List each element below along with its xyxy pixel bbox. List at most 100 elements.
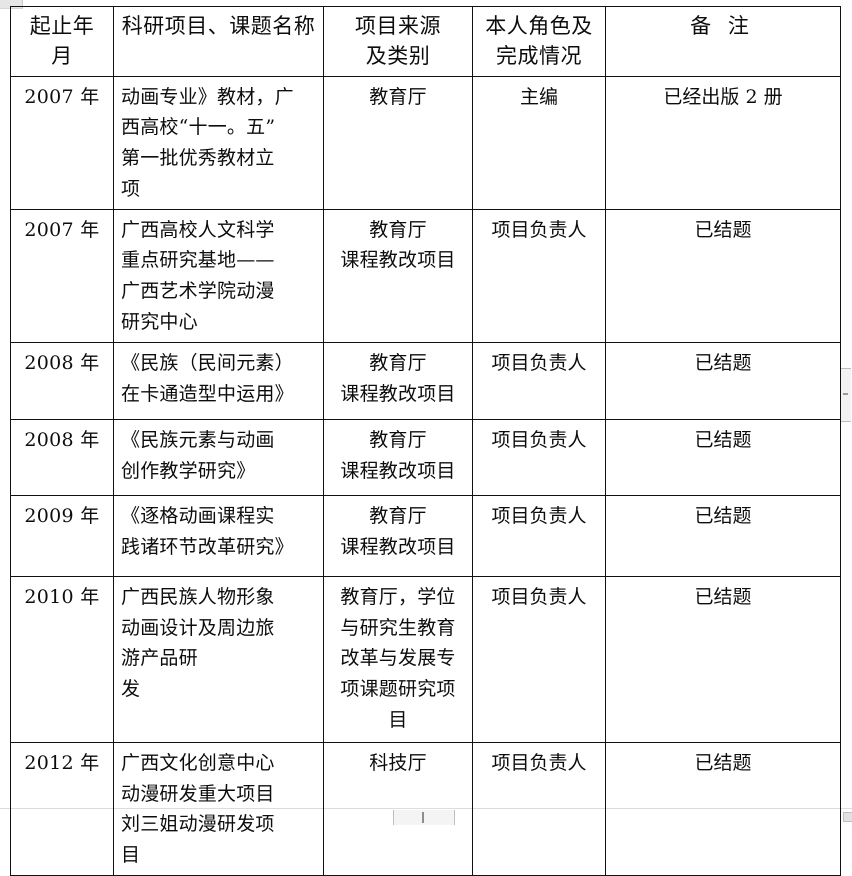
cell-title-line: 动画专业》教材，广 xyxy=(121,85,294,108)
cell-year: 2007 年 xyxy=(10,75,114,210)
cell-role: 项目负责人 xyxy=(472,494,606,577)
cell-note-line: 已经出版 2 册 xyxy=(663,85,783,108)
cell-title: 广西高校人文科学 重点研究基地—— 广西艺术学院动漫 研究中心 xyxy=(113,208,324,343)
table-row: 2010 年广西民族人物形象 动画设计及周边旅 游产品研发教育厅，学位 与研究生教育改… xyxy=(10,575,841,743)
cell-title-line: 在卡通造型中运用》 xyxy=(121,382,294,405)
table-header: 起止年 月 科研项目、课题名称 项目来源 及类别 本人角色及 完成情况 备 注 xyxy=(10,6,841,77)
table-body: 2007 年动画专业》教材，广 西高校“十一。五” 第一批优秀教材立项教育厅 主编 已经… xyxy=(10,75,841,876)
header-year-line-1: 起止年 xyxy=(29,14,95,38)
cell-title-line: 创作教学研究》 xyxy=(121,459,256,482)
cell-title-line: 动漫研发重大项目 xyxy=(121,782,275,805)
header-year-line-2: 月 xyxy=(51,43,73,68)
cell-role: 主编 xyxy=(472,75,606,210)
scrollbar-thumb[interactable] xyxy=(840,368,851,422)
cell-title: 《民族元素与动画 创作教学研究》 xyxy=(113,418,324,496)
corner-resize-grip[interactable] xyxy=(843,812,852,822)
cell-title-line: 游产品研 xyxy=(121,647,198,670)
cell-title-line: 广西民族人物形象 xyxy=(121,585,275,608)
cell-source: 教育厅 课程教改项目 xyxy=(323,418,473,496)
cell-role-line: 项目负责人 xyxy=(491,585,587,608)
cell-source-line: 科技厅 xyxy=(369,751,427,774)
cell-note-line: 已结题 xyxy=(694,504,752,527)
cell-source-line: 目 xyxy=(388,708,408,731)
cell-role-line: 项目负责人 xyxy=(491,351,587,374)
header-role-line-1: 本人角色及 xyxy=(485,14,593,38)
cell-title: 广西文化创意中心 动漫研发重大项目 刘三姐动漫研发项目 xyxy=(113,741,324,876)
cell-title-line: 目 xyxy=(121,844,141,867)
cell-role: 项目负责人 xyxy=(472,341,606,420)
cell-role: 项目负责人 xyxy=(472,741,606,876)
cell-source-line: 教育厅 xyxy=(369,85,427,108)
cell-title-line: 广西文化创意中心 xyxy=(121,751,275,774)
cell-note-line: 已结题 xyxy=(694,585,752,608)
cell-note: 已结题 xyxy=(605,741,841,876)
cell-source-line: 教育厅 xyxy=(369,504,427,527)
column-header-source: 项目来源 及类别 xyxy=(323,6,473,77)
cell-source-line: 课程教改项目 xyxy=(340,535,456,558)
cell-title-line: 动画设计及周边旅 xyxy=(121,616,275,639)
cell-role-line: 主编 xyxy=(519,85,558,108)
cell-title-line: 《逐格动画课程实 xyxy=(121,504,275,527)
cell-note: 已结题 xyxy=(605,341,841,420)
header-row: 起止年 月 科研项目、课题名称 项目来源 及类别 本人角色及 完成情况 备 注 xyxy=(10,6,841,77)
cell-role: 项目负责人 xyxy=(472,418,606,496)
cell-title-line: 重点研究基地—— xyxy=(121,249,275,272)
cell-title-line: 广西艺术学院动漫 xyxy=(121,280,275,303)
cell-note-line: 已结题 xyxy=(694,351,752,374)
research-projects-table: 起止年 月 科研项目、课题名称 项目来源 及类别 本人角色及 完成情况 备 注 xyxy=(10,6,841,876)
cell-role-line: 项目负责人 xyxy=(491,504,587,527)
cell-year: 2007 年 xyxy=(10,208,114,343)
cell-source-line: 课程教改项目 xyxy=(340,249,456,272)
cell-role: 项目负责人 xyxy=(472,575,606,743)
cell-role-line: 项目负责人 xyxy=(491,751,587,774)
cell-year: 2012 年 xyxy=(10,741,114,876)
header-title-line-1: 科研项目、课题名称 xyxy=(121,14,316,38)
cell-title: 《民族（民间元素） 在卡通造型中运用》 xyxy=(113,341,324,420)
cell-note-line: 已结题 xyxy=(694,751,752,774)
vertical-scrollbar[interactable] xyxy=(840,0,852,825)
table-row: 2012 年广西文化创意中心 动漫研发重大项目 刘三姐动漫研发项目 科技厅 项目负责人 已… xyxy=(10,741,841,876)
cell-source-line: 教育厅 xyxy=(369,428,427,451)
cell-note: 已结题 xyxy=(605,575,841,743)
cell-year: 2010 年 xyxy=(10,575,114,743)
cell-note-line: 已结题 xyxy=(694,428,752,451)
cell-source-line: 与研究生教育 xyxy=(340,616,456,639)
cell-title: 《逐格动画课程实 践诸环节改革研究》 xyxy=(113,494,324,577)
cell-year: 2008 年 xyxy=(10,341,114,420)
cell-source: 教育厅 xyxy=(323,75,473,210)
header-note-line-1: 备 注 xyxy=(690,14,754,38)
cell-title: 广西民族人物形象 动画设计及周边旅 游产品研发 xyxy=(113,575,324,743)
header-source-line-1: 项目来源 xyxy=(355,14,441,38)
cell-title: 动画专业》教材，广 西高校“十一。五” 第一批优秀教材立项 xyxy=(113,75,324,210)
cell-source: 教育厅 课程教改项目 xyxy=(323,341,473,420)
cell-source: 教育厅 课程教改项目 xyxy=(323,208,473,343)
cell-note-line: 已结题 xyxy=(694,218,752,241)
column-header-note: 备 注 xyxy=(605,6,841,77)
cell-source: 教育厅 课程教改项目 xyxy=(323,494,473,577)
column-header-title: 科研项目、课题名称 xyxy=(113,6,324,77)
table-row: 2007 年广西高校人文科学 重点研究基地—— 广西艺术学院动漫 研究中心 教育厅 课程教… xyxy=(10,208,841,343)
cell-note: 已经出版 2 册 xyxy=(605,75,841,210)
column-header-role: 本人角色及 完成情况 xyxy=(472,6,606,77)
cell-note: 已结题 xyxy=(605,494,841,577)
cell-title-line: 西高校“十一。五” xyxy=(121,116,276,139)
cell-source-line: 课程教改项目 xyxy=(340,459,456,482)
cell-source-line: 教育厅 xyxy=(369,351,427,374)
cell-note: 已结题 xyxy=(605,418,841,496)
cell-source-line: 教育厅，学位 xyxy=(340,585,456,608)
column-header-year: 起止年 月 xyxy=(10,6,114,77)
cell-title-line: 项 xyxy=(121,177,141,200)
cell-source-line: 项课题研究项 xyxy=(340,678,456,701)
table-row: 2007 年动画专业》教材，广 西高校“十一。五” 第一批优秀教材立项 教育厅 主编 已经… xyxy=(10,75,841,210)
cell-note: 已结题 xyxy=(605,208,841,343)
cell-year: 2008 年 xyxy=(10,418,114,496)
cell-title-line: 第一批优秀教材立 xyxy=(121,147,275,170)
cell-source-line: 教育厅 xyxy=(369,218,427,241)
header-role-line-2: 完成情况 xyxy=(496,43,582,68)
cell-source-line: 课程教改项目 xyxy=(340,382,456,405)
cell-title-line: 践诸环节改革研究》 xyxy=(121,535,294,558)
cell-year: 2009 年 xyxy=(10,494,114,577)
cell-title-line: 《民族元素与动画 xyxy=(121,428,275,451)
table-row: 2008 年《民族元素与动画 创作教学研究》 教育厅 课程教改项目 项目负责人 已结题 xyxy=(10,418,841,496)
